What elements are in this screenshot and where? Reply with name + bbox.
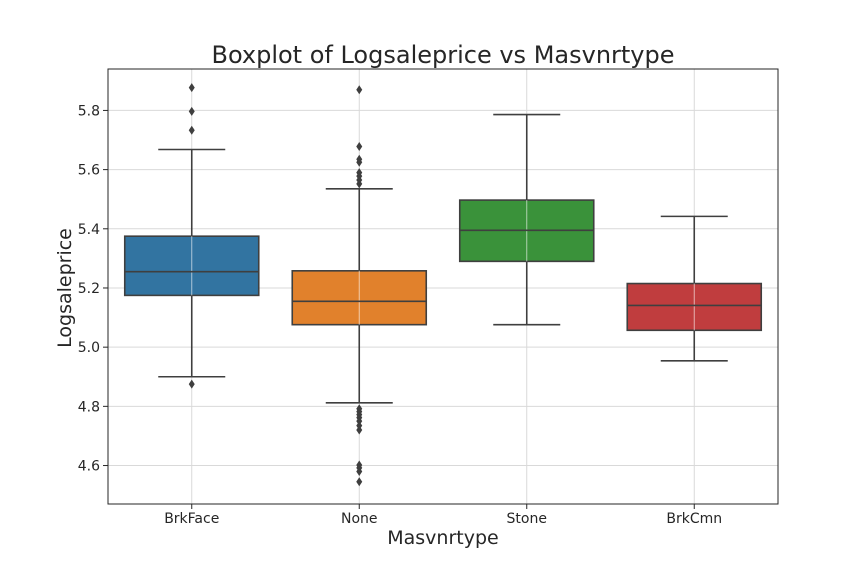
outlier-point bbox=[356, 154, 363, 164]
plot-area: 4.6 4.8 5.0 5.2 5.4 5.6 5.8 BrkFace None Stone Brk… bbox=[78, 68, 779, 527]
outlier-point bbox=[188, 83, 195, 93]
outlier-point bbox=[188, 379, 195, 389]
outlier-point bbox=[356, 460, 363, 470]
outlier-point bbox=[356, 168, 363, 178]
y-tick-label: 5.2 bbox=[78, 281, 100, 297]
y-tick-label: 5.6 bbox=[78, 163, 100, 179]
outlier-point bbox=[356, 477, 363, 487]
plot-frame bbox=[107, 68, 779, 505]
y-tick-label: 4.6 bbox=[78, 459, 100, 475]
y-tick-label: 5.0 bbox=[78, 340, 100, 356]
chart-title: Boxplot of Logsaleprice vs Masvnrtype bbox=[211, 41, 674, 69]
y-tick-label: 5.4 bbox=[78, 222, 100, 238]
y-axis-label: Logsaleprice bbox=[54, 228, 76, 348]
x-axis-label: Masvnrtype bbox=[387, 527, 498, 549]
x-tick-label: Stone bbox=[507, 511, 547, 527]
y-tick-label: 5.8 bbox=[78, 103, 100, 119]
outlier-point bbox=[188, 125, 195, 135]
x-tick-label: BrkCmn bbox=[666, 511, 722, 527]
x-tick-label: None bbox=[341, 511, 378, 527]
y-tick-label: 4.8 bbox=[78, 399, 100, 415]
x-tick-label: BrkFace bbox=[164, 511, 219, 527]
outlier-point bbox=[188, 106, 195, 116]
outlier-point bbox=[356, 85, 363, 95]
outlier-point bbox=[356, 404, 363, 414]
outlier-point bbox=[356, 142, 363, 152]
